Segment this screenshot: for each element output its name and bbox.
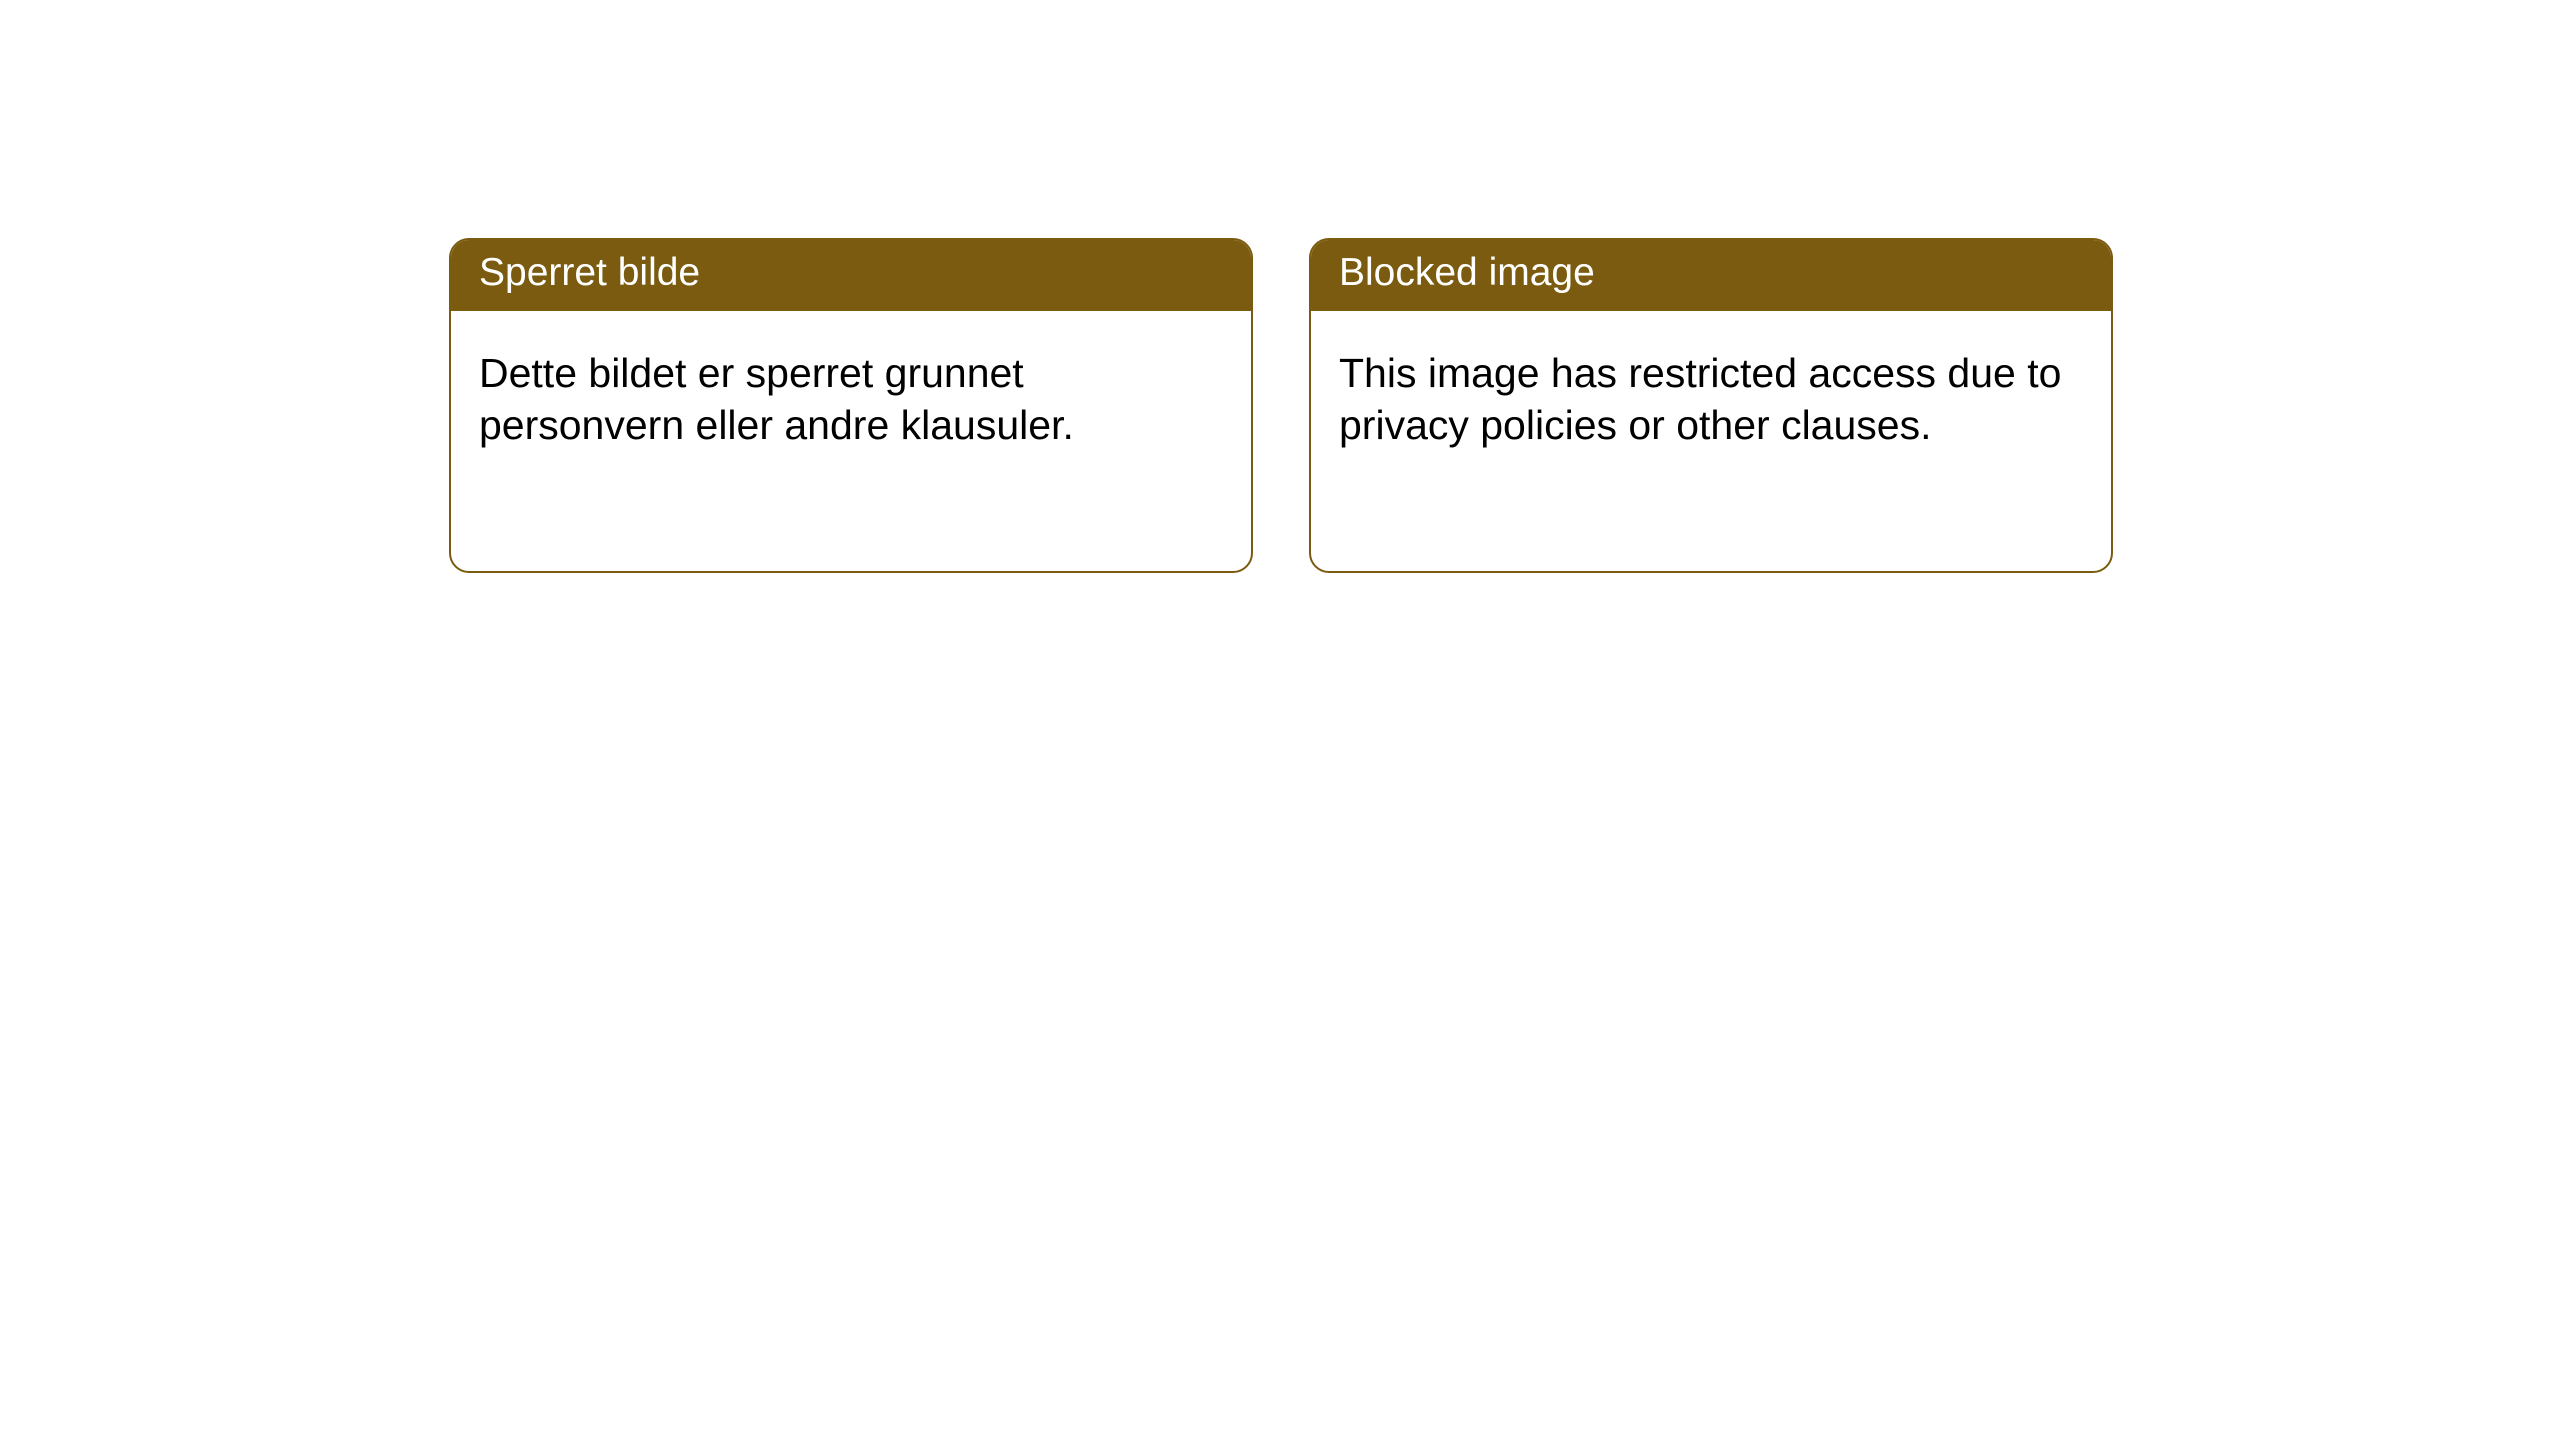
card-body-text: Dette bildet er sperret grunnet personve… xyxy=(479,350,1074,448)
notice-cards-container: Sperret bilde Dette bildet er sperret gr… xyxy=(0,0,2560,573)
card-body-text: This image has restricted access due to … xyxy=(1339,350,2061,448)
notice-card-english: Blocked image This image has restricted … xyxy=(1309,238,2113,573)
card-body: This image has restricted access due to … xyxy=(1311,311,2111,480)
notice-card-norwegian: Sperret bilde Dette bildet er sperret gr… xyxy=(449,238,1253,573)
card-title: Sperret bilde xyxy=(479,251,700,294)
card-body: Dette bildet er sperret grunnet personve… xyxy=(451,311,1251,480)
card-header: Blocked image xyxy=(1311,240,2111,311)
card-header: Sperret bilde xyxy=(451,240,1251,311)
card-title: Blocked image xyxy=(1339,251,1595,294)
